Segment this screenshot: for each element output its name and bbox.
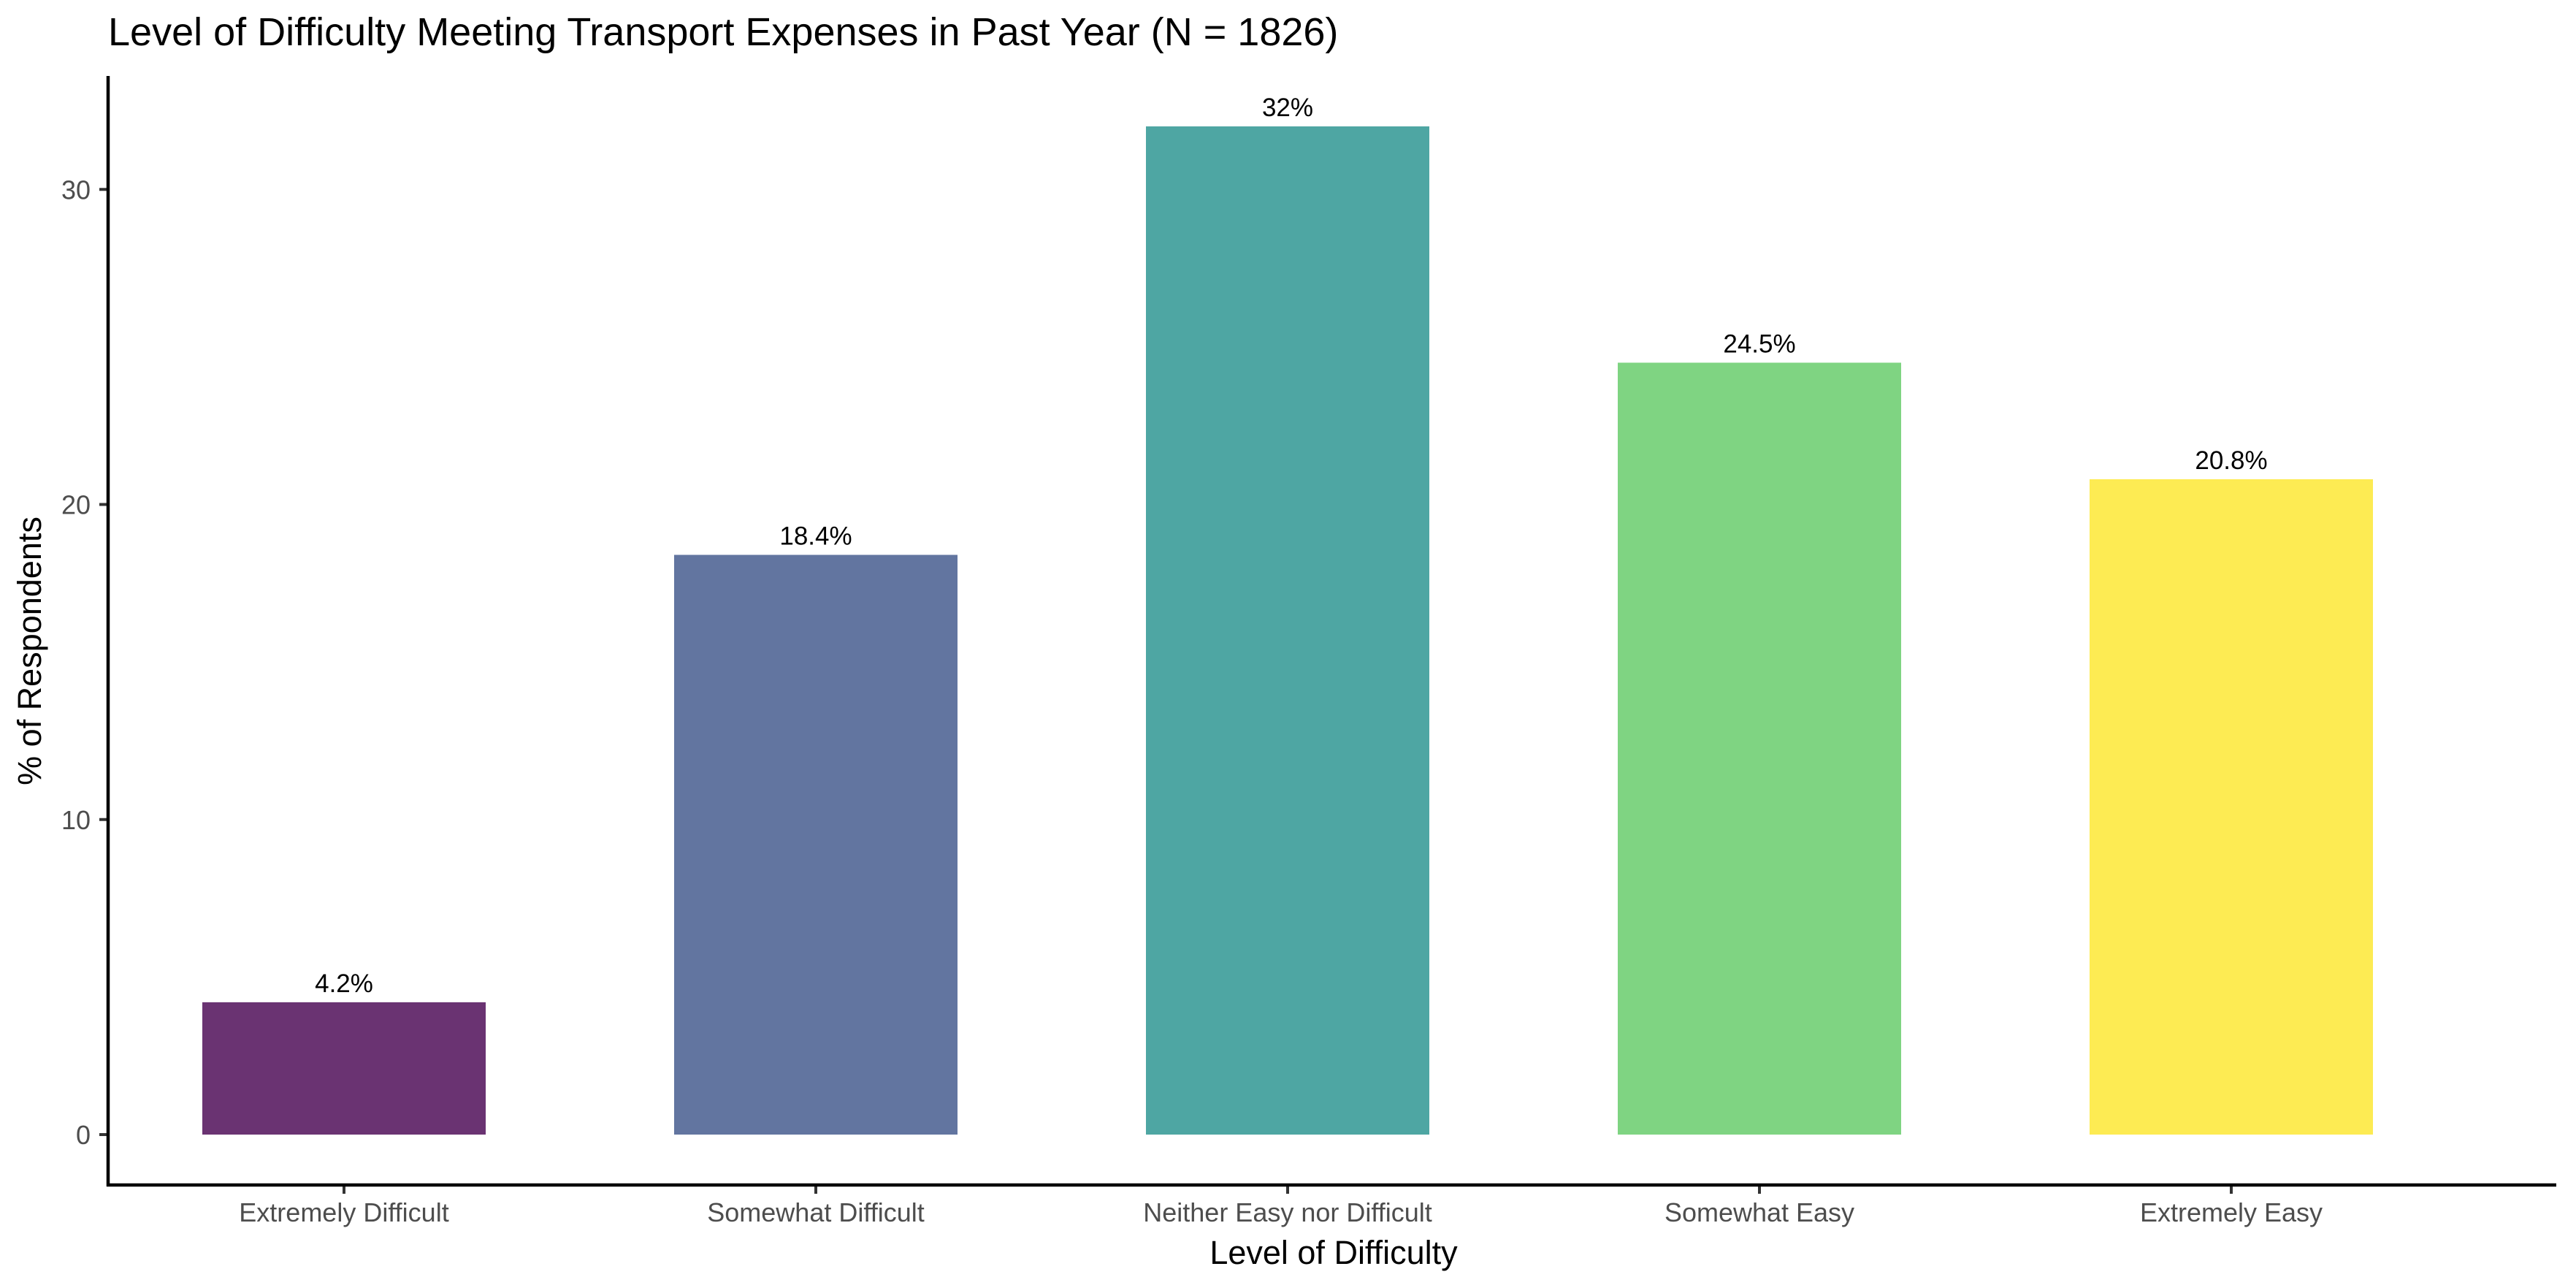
x-tick-label: Neither Easy nor Difficult (1143, 1197, 1432, 1227)
bar (1146, 126, 1429, 1135)
data-label: 18.4% (779, 522, 852, 551)
x-axis-ticks: Extremely Difficult Somewhat Difficult Nei… (239, 1185, 2323, 1227)
bar (202, 1002, 486, 1135)
y-axis-ticks: 0 10 20 30 (61, 175, 108, 1150)
data-label: 24.5% (1723, 329, 1795, 358)
y-tick-label: 30 (61, 175, 91, 205)
y-axis-title: % of Respondents (11, 517, 48, 785)
y-tick-label: 10 (61, 805, 91, 835)
bars-layer (202, 126, 2373, 1135)
y-tick-label: 20 (61, 490, 91, 520)
bar (1618, 362, 1901, 1135)
x-axis-title: Level of Difficulty (1209, 1234, 1458, 1271)
data-labels-layer: 4.2% 18.4% 32% 24.5% 20.8% (315, 94, 2268, 998)
x-tick-label: Extremely Difficult (239, 1197, 448, 1227)
x-tick-label: Somewhat Difficult (707, 1197, 924, 1227)
data-label: 20.8% (2195, 446, 2267, 475)
data-label: 32% (1262, 94, 1313, 122)
data-label: 4.2% (315, 969, 373, 998)
bar (674, 555, 958, 1135)
x-tick-label: Extremely Easy (2140, 1197, 2323, 1227)
y-tick-label: 0 (76, 1120, 91, 1150)
x-tick-label: Somewhat Easy (1665, 1197, 1854, 1227)
chart-title: Level of Difficulty Meeting Transport Ex… (108, 10, 1338, 54)
bar (2090, 479, 2373, 1135)
